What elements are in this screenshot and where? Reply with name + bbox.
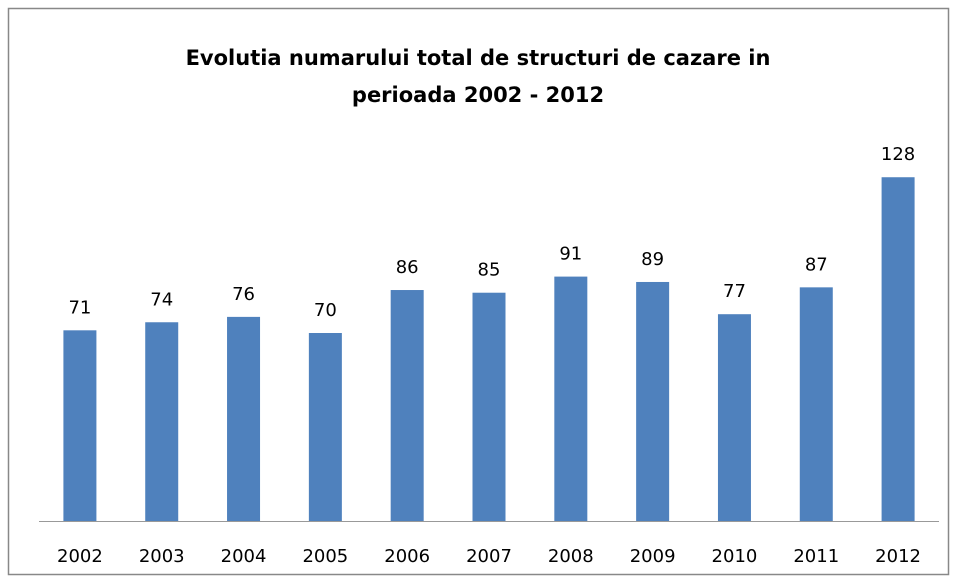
value-label: 87 — [805, 254, 828, 275]
chart-title: Evolutia numarului total de structuri de… — [186, 46, 771, 70]
bar — [717, 314, 751, 521]
x-tick-label: 2006 — [384, 546, 430, 567]
value-label: 85 — [478, 260, 501, 281]
bar — [390, 290, 424, 521]
bar — [799, 287, 833, 521]
x-tick-label: 2007 — [466, 546, 512, 567]
value-label: 86 — [396, 257, 419, 278]
value-label: 76 — [232, 284, 255, 305]
value-label: 128 — [881, 144, 915, 165]
bar — [472, 292, 506, 521]
x-tick-label: 2010 — [712, 546, 758, 567]
value-label: 70 — [314, 300, 337, 321]
bar — [308, 333, 342, 521]
value-label: 91 — [559, 244, 582, 265]
value-label: 74 — [150, 289, 173, 310]
x-tick-label: 2002 — [57, 546, 103, 567]
bar — [554, 276, 588, 521]
x-tick-label: 2005 — [302, 546, 348, 567]
value-label: 71 — [68, 297, 91, 318]
x-tick-label: 2008 — [548, 546, 594, 567]
chart-title: perioada 2002 - 2012 — [352, 83, 604, 107]
value-label: 77 — [723, 281, 746, 302]
bar — [63, 330, 97, 521]
bar — [227, 316, 261, 521]
x-tick-label: 2011 — [793, 546, 839, 567]
x-tick-label: 2012 — [875, 546, 921, 567]
bar — [636, 281, 670, 521]
bar — [145, 322, 179, 521]
bar — [881, 177, 915, 521]
x-tick-label: 2003 — [139, 546, 185, 567]
x-tick-label: 2009 — [630, 546, 676, 567]
value-label: 89 — [641, 249, 664, 270]
x-tick-label: 2004 — [221, 546, 267, 567]
